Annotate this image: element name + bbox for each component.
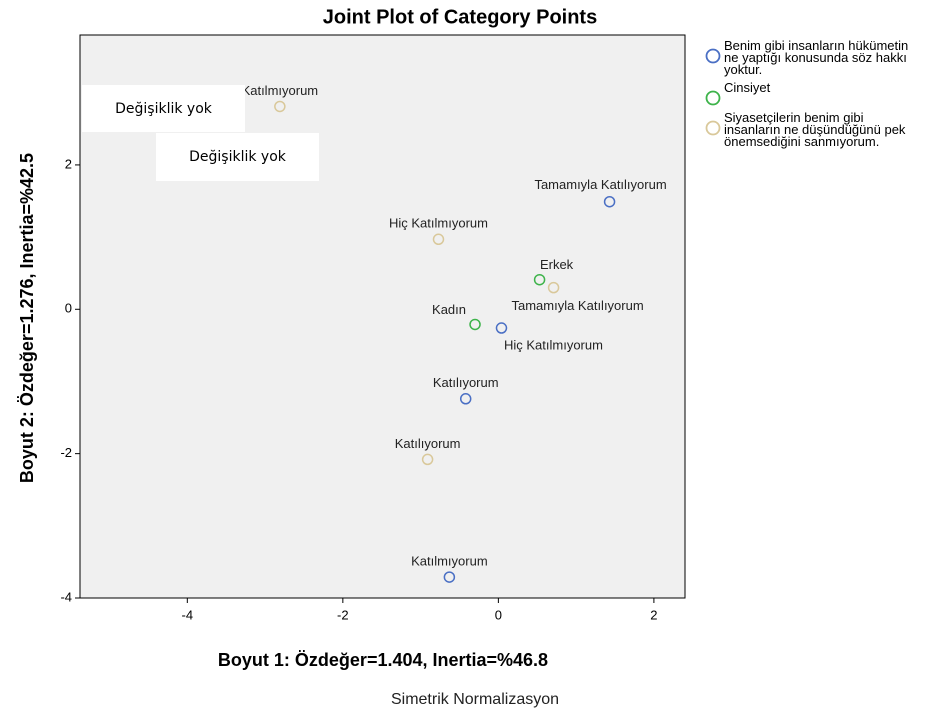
y-tick-label: -2: [60, 445, 72, 460]
point-label: Katılıyorum: [395, 436, 461, 451]
legend-label: Siyasetçilerin benim gibi insanların ne …: [724, 110, 906, 149]
legend-label: Cinsiyet: [724, 80, 771, 95]
y-tick-label: 0: [65, 301, 72, 316]
legend-item: Cinsiyet: [705, 80, 920, 106]
point: [432, 233, 445, 246]
subtitle: Simetrik Normalizasyon: [391, 691, 559, 708]
point: [495, 322, 508, 334]
point-label: Erkek: [540, 257, 574, 272]
point: [443, 571, 456, 583]
point-label: Tamamıyla Katılıyorum: [534, 177, 666, 192]
point-label: Kadın: [432, 302, 466, 317]
point: [547, 281, 560, 294]
point-label: Katılmıyorum: [242, 83, 319, 98]
y-tick-label: -4: [60, 589, 72, 604]
point-label: Tamamıyla Katılıyorum: [511, 298, 643, 313]
legend-item: Siyasetçilerin benim gibi insanların ne …: [705, 110, 920, 149]
chart-title: Joint Plot of Category Points: [323, 6, 597, 28]
point-label: Katılmıyorum: [411, 554, 488, 569]
legend-marker: [705, 120, 721, 136]
y-tick-label: 2: [65, 156, 72, 171]
point: [603, 195, 616, 208]
annotation: Değişiklik yok: [156, 133, 319, 181]
legend-circle: [705, 120, 721, 136]
x-axis-label: Boyut 1: Özdeğer=1.404, Inertia=%46.8: [218, 650, 548, 670]
point-label: Hiç Katılmıyorum: [389, 216, 488, 231]
legend-marker: [705, 90, 721, 106]
x-tick-label: 2: [650, 607, 657, 622]
point: [469, 318, 481, 331]
point: [421, 453, 434, 466]
y-axis-label: Boyut 2: Özdeğer=1.276, Inertia=%42.5: [17, 153, 37, 483]
x-tick-label: -4: [182, 607, 194, 622]
point: [459, 393, 472, 405]
legend-circle: [705, 90, 721, 106]
point-label: Katılıyorum: [433, 375, 499, 390]
legend-marker: [705, 48, 721, 64]
legend-circle: [705, 48, 721, 64]
legend-label: Benim gibi insanların hükümetin ne yaptı…: [724, 38, 909, 77]
point: [274, 100, 286, 113]
point: [533, 273, 546, 286]
x-tick-label: -2: [337, 607, 349, 622]
legend: Benim gibi insanların hükümetin ne yaptı…: [705, 38, 920, 154]
annotation: Değişiklik yok: [82, 85, 245, 132]
x-tick-label: 0: [495, 607, 502, 622]
point-label: Hiç Katılmıyorum: [504, 337, 603, 352]
legend-item: Benim gibi insanların hükümetin ne yaptı…: [705, 38, 920, 77]
